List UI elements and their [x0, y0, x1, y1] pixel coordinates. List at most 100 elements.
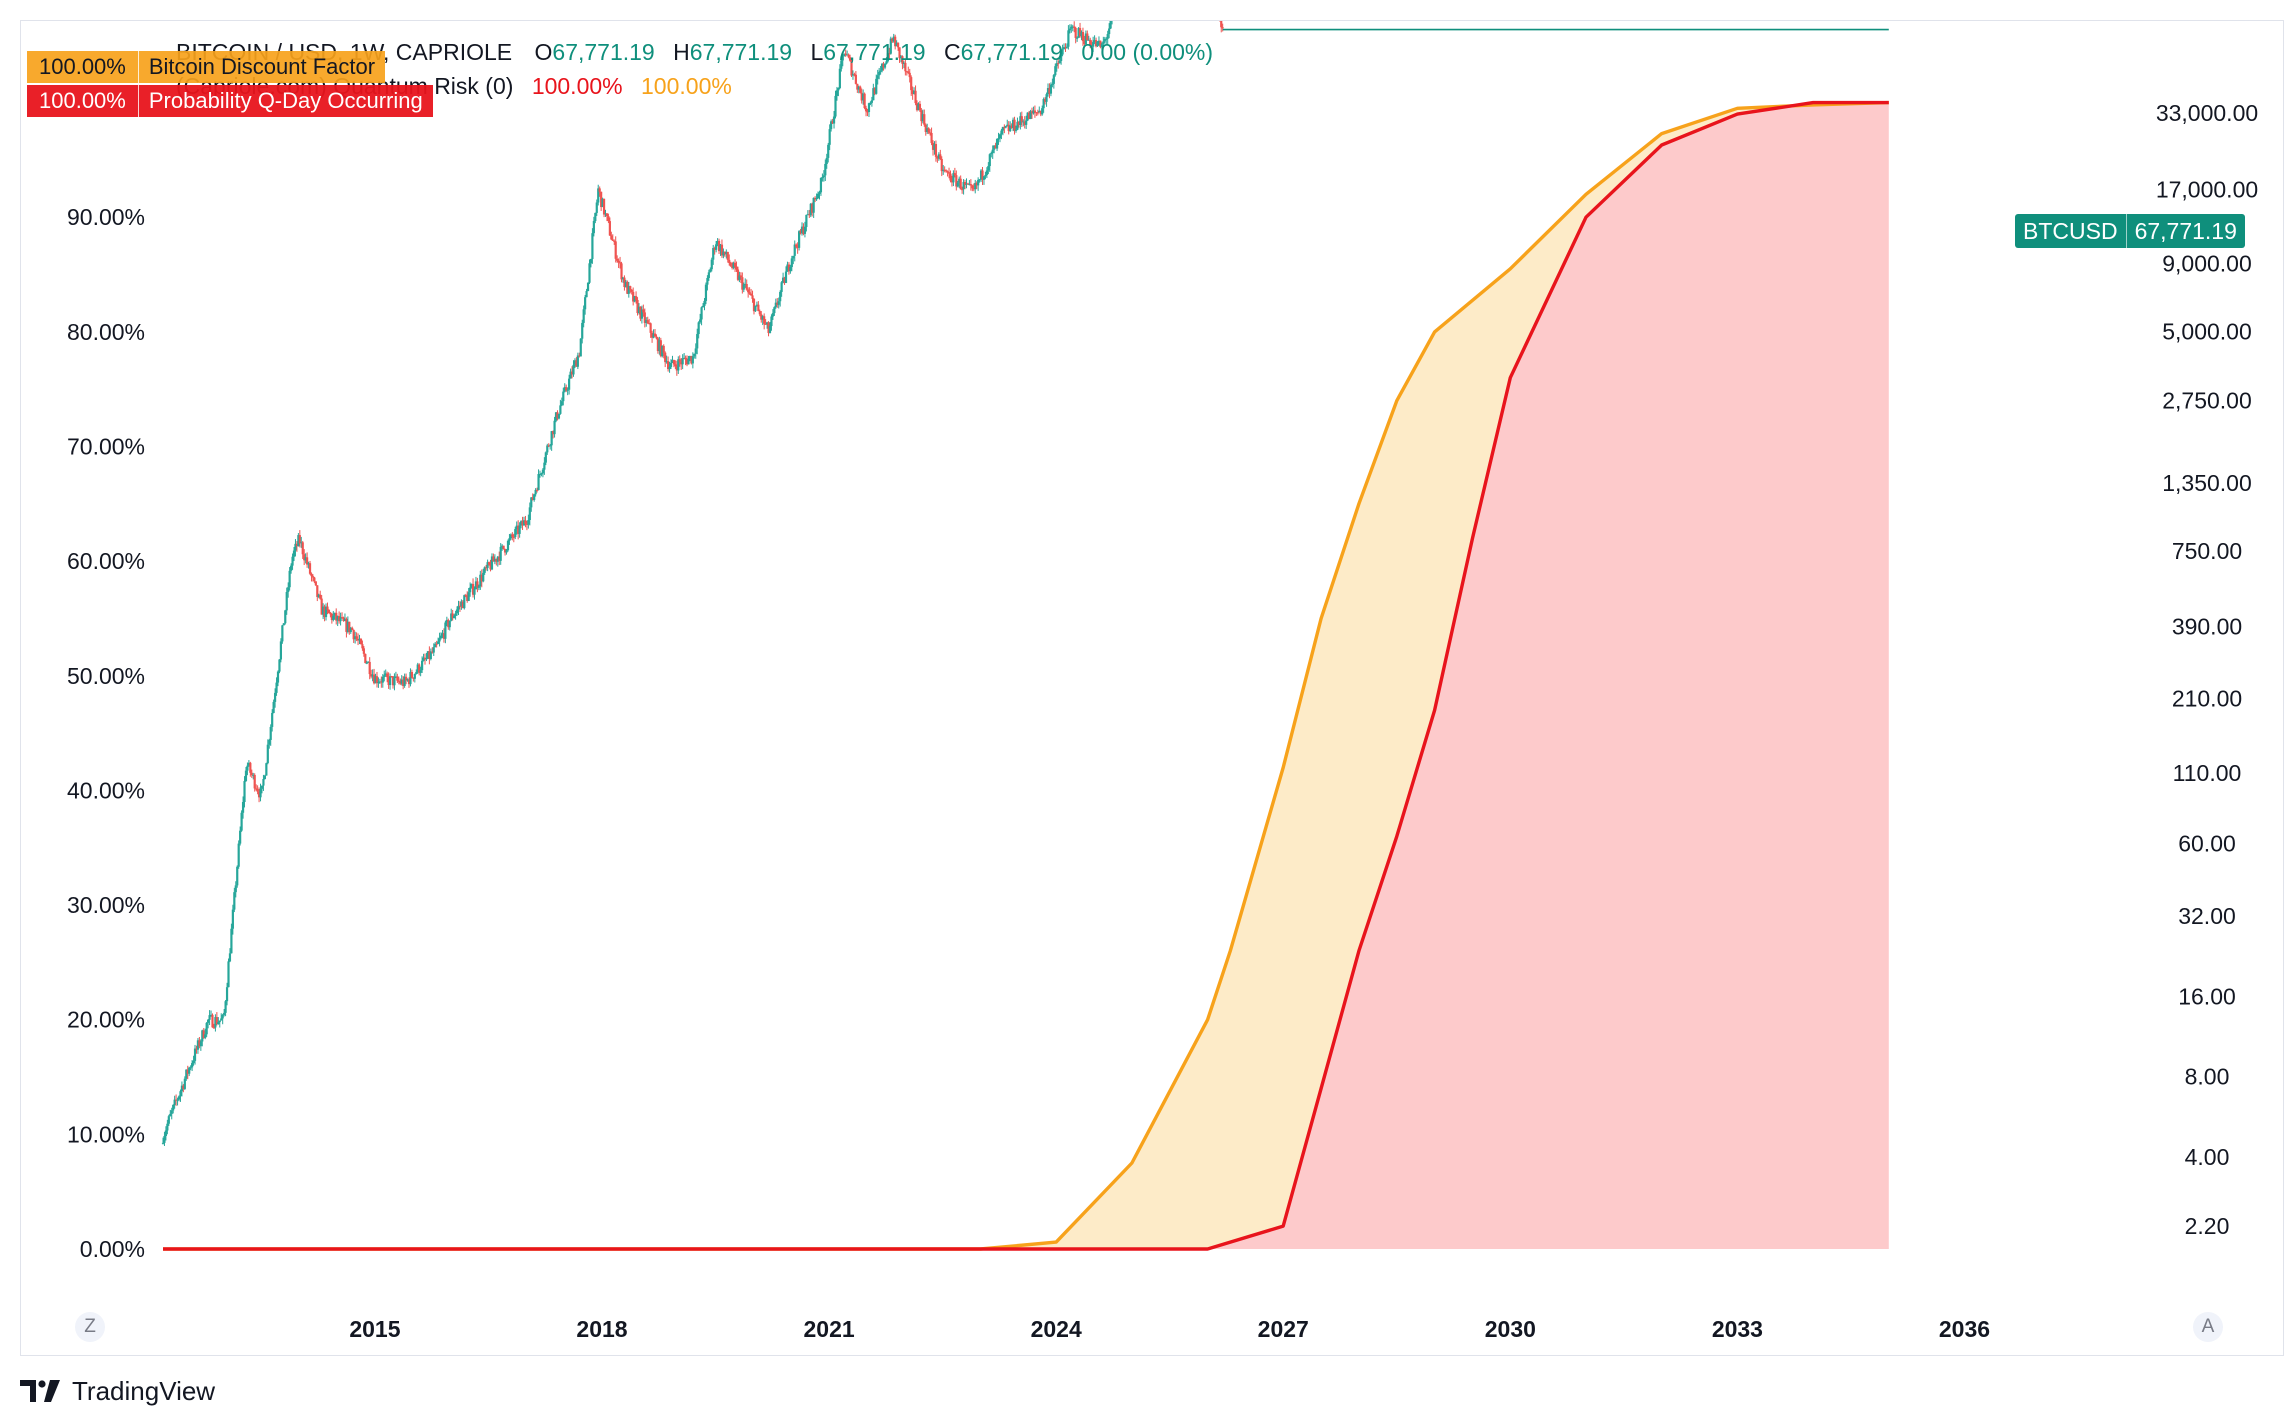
btc-candle-body — [687, 358, 690, 365]
btc-candle-body — [584, 297, 587, 310]
btc-candle-body — [575, 360, 578, 367]
btc-candle-body — [1105, 38, 1108, 40]
btc-candle-body — [760, 314, 763, 320]
btc-candle-body — [466, 595, 469, 601]
btc-candle-body — [317, 594, 320, 597]
btc-candle-body — [690, 356, 693, 364]
btc-candle-body — [581, 322, 584, 339]
left-axis: 90.00% 80.00% 70.00% 60.00% 50.00% 40.00% 30.0… — [67, 204, 145, 1262]
btc-candle-body — [330, 613, 333, 620]
btc-candle-body — [543, 462, 546, 470]
btc-candle-body — [929, 132, 932, 134]
btc-candle-body — [749, 293, 753, 296]
btc-candle-body — [227, 961, 230, 988]
btc-candle-body — [573, 360, 577, 365]
btc-candle-body — [662, 345, 665, 353]
btc-candle-body — [521, 521, 524, 526]
probability-pill[interactable]: 100.00% Probability Q-Day Occurring — [27, 85, 433, 117]
btc-candle-body — [295, 543, 299, 547]
btc-candle-body — [995, 139, 999, 149]
btc-candle-body — [752, 298, 756, 312]
btc-candle-body — [480, 574, 483, 582]
btc-candle-body — [393, 676, 396, 686]
btc-candle-body — [866, 111, 869, 113]
btc-candle-body — [655, 336, 658, 339]
btc-candle-body — [598, 188, 601, 192]
btc-candle-body — [301, 542, 304, 555]
btc-candle-body — [243, 781, 246, 803]
left-tick-label: 30.00% — [67, 892, 145, 918]
chart-canvas[interactable]: 90.00% 80.00% 70.00% 60.00% 50.00% 40.00% 30.0… — [21, 21, 2285, 1357]
btc-candle-body — [402, 679, 405, 686]
discount-factor-area — [163, 102, 1889, 1250]
btc-candle-body — [739, 275, 742, 278]
btc-candle-body — [646, 320, 649, 324]
timezone-button[interactable]: Z — [75, 1312, 105, 1342]
btc-candle-body — [416, 664, 419, 673]
btc-candle-body — [784, 271, 788, 283]
btc-candle-body — [460, 601, 463, 607]
btc-candle-body — [988, 154, 991, 167]
footer[interactable]: TradingView — [20, 1374, 215, 1408]
btc-candle-body — [645, 320, 648, 323]
btc-candle-body — [659, 340, 662, 357]
btc-candle-body — [391, 676, 395, 686]
btc-candle-body — [445, 620, 448, 623]
btc-candle-body — [1093, 40, 1096, 43]
btc-candle-body — [835, 90, 839, 96]
btc-candle-body — [220, 1018, 223, 1021]
btc-candle-body — [412, 677, 415, 679]
btc-candle-body — [351, 627, 354, 630]
btc-candle-body — [722, 251, 725, 256]
btc-candle-body — [205, 1022, 208, 1035]
btc-candle-body — [263, 775, 266, 780]
right-axis[interactable]: 425,000.00225,000.00125,000.0033,000.001… — [2149, 21, 2264, 1239]
btc-candle-body — [1044, 99, 1047, 102]
btc-candle-body — [811, 203, 814, 213]
btc-candle-body — [1030, 111, 1034, 114]
btc-candle-body — [499, 546, 502, 561]
btc-candle-body — [448, 620, 451, 628]
btc-candle-body — [479, 574, 482, 587]
btc-candle-body — [649, 323, 652, 333]
btc-candle-body — [851, 74, 855, 76]
btc-candle-body — [717, 240, 721, 252]
btc-candle-body — [333, 612, 336, 616]
btc-candle-body — [173, 1099, 176, 1105]
discount-factor-pill[interactable]: 100.00% Bitcoin Discount Factor — [27, 51, 386, 83]
btc-candle-body — [566, 389, 569, 391]
btc-candle-body — [476, 581, 479, 588]
btc-candle-body — [958, 178, 961, 183]
btc-candle-body — [228, 953, 232, 962]
right-tick-label: 2,750.00 — [2162, 388, 2252, 414]
time-axis[interactable]: 2015 2018 2021 2024 2027 2030 2033 2036 — [349, 1316, 1990, 1342]
btc-candle-body — [310, 573, 313, 577]
btc-candle-body — [473, 589, 476, 595]
btc-candle-body — [410, 671, 414, 678]
left-tick-label: 90.00% — [67, 204, 145, 230]
btc-candle-body — [1051, 83, 1054, 85]
btc-candle-body — [728, 259, 731, 264]
btc-candle-body — [701, 305, 705, 308]
btc-candle-body — [314, 581, 317, 586]
btc-candle-body — [838, 68, 841, 89]
btc-candle-body — [524, 520, 527, 524]
probability-line — [163, 100, 1889, 1251]
right-tick-label: 33,000.00 — [2156, 100, 2258, 126]
btc-candle-body — [669, 362, 673, 367]
btc-candle-body — [665, 361, 668, 363]
btc-candle-body — [860, 92, 863, 101]
btc-candle-body — [322, 606, 325, 615]
btc-candle-body — [582, 309, 585, 323]
btc-candle-body — [362, 648, 365, 654]
btc-candle-body — [688, 356, 692, 359]
btc-candle-body — [987, 166, 990, 171]
btc-candle-body — [848, 57, 852, 61]
btc-candle-body — [729, 263, 732, 267]
btc-candle-body — [1067, 30, 1070, 47]
probability-area — [163, 102, 1889, 1250]
auto-scale-button[interactable]: A — [2193, 1312, 2223, 1342]
btc-candle-body — [751, 295, 754, 299]
btc-candle-body — [744, 283, 747, 285]
btc-candle-body — [1041, 108, 1044, 115]
